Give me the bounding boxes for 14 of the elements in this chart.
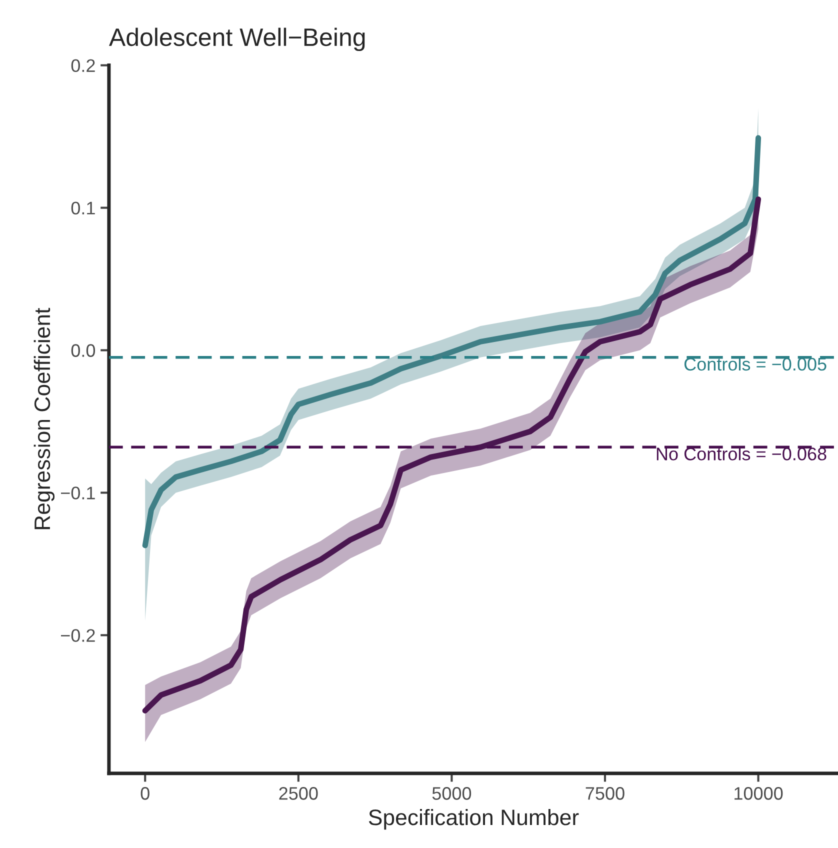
y-tick-label: −0.2 [60, 629, 95, 642]
y-tick-label: −0.1 [60, 486, 95, 500]
x-axis-title: Specification Number [368, 808, 579, 830]
y-tick-label: 0.0 [71, 344, 96, 357]
y-tick-label: 0.2 [71, 59, 95, 72]
x-tick-label: 2500 [279, 787, 318, 800]
x-tick-label: 7500 [586, 787, 624, 800]
chart-title: Adolescent Well−Being [108, 28, 365, 52]
x-tick-label: 5000 [432, 787, 472, 800]
x-tick-label: 10000 [734, 787, 783, 800]
ref-line-label: Controls = −0.005 [684, 357, 826, 371]
x-tick-label: 0 [140, 787, 150, 800]
y-axis-title: Regression Coefficient [34, 308, 55, 530]
y-tick-label: 0.1 [71, 202, 95, 214]
